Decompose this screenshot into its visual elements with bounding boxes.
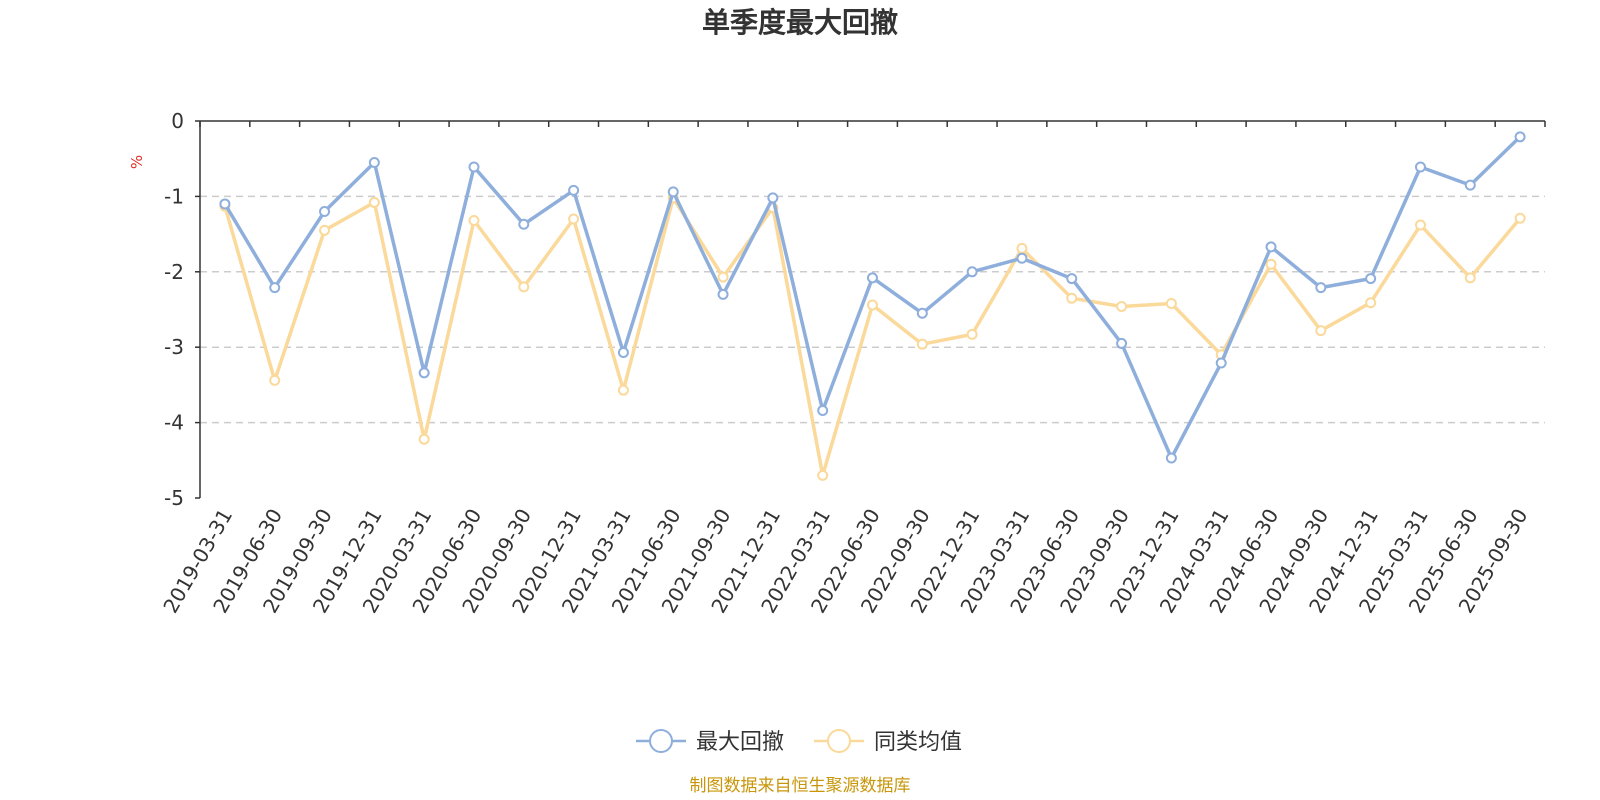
data-point[interactable]	[867, 272, 878, 284]
data-point[interactable]	[568, 184, 580, 196]
data-point[interactable]	[617, 346, 629, 358]
data-point[interactable]	[1315, 282, 1327, 294]
data-point[interactable]	[1016, 252, 1028, 264]
data-point[interactable]	[617, 384, 629, 396]
data-point[interactable]	[867, 299, 878, 311]
data-point[interactable]	[518, 281, 530, 293]
data-point[interactable]	[1514, 212, 1526, 224]
data-point[interactable]	[1464, 179, 1476, 191]
data-point[interactable]	[468, 215, 480, 227]
data-point[interactable]	[966, 328, 978, 340]
data-point[interactable]	[368, 196, 380, 208]
data-point[interactable]	[1514, 131, 1526, 143]
y-tick-label: -1	[164, 184, 184, 208]
chart-title: 单季度最大回撤	[702, 6, 898, 39]
data-point[interactable]	[518, 218, 530, 230]
data-point[interactable]	[916, 338, 928, 350]
y-tick-label: -3	[164, 335, 184, 359]
y-tick-label: -4	[164, 411, 184, 435]
data-point[interactable]	[269, 374, 281, 386]
data-point[interactable]	[966, 266, 978, 278]
data-point[interactable]	[667, 186, 679, 198]
data-point[interactable]	[916, 307, 928, 319]
data-point[interactable]	[1265, 241, 1277, 253]
y-unit-label: %	[128, 155, 146, 169]
y-tick-label: 0	[171, 109, 184, 133]
legend-label: 同类均值	[874, 730, 962, 755]
data-point[interactable]	[219, 198, 231, 210]
data-point[interactable]	[319, 205, 331, 217]
data-point[interactable]	[1116, 337, 1128, 349]
data-point[interactable]	[1066, 292, 1078, 304]
legend-marker	[649, 729, 673, 753]
y-tick-label: -5	[164, 486, 184, 510]
data-point[interactable]	[717, 271, 729, 283]
data-point[interactable]	[269, 282, 281, 294]
data-point[interactable]	[1365, 297, 1377, 309]
data-point[interactable]	[717, 288, 729, 300]
data-point[interactable]	[1016, 242, 1028, 254]
data-point[interactable]	[368, 156, 380, 168]
data-point[interactable]	[418, 367, 430, 379]
data-point[interactable]	[568, 213, 580, 225]
legend-item[interactable]: 最大回撤	[636, 729, 784, 755]
data-point[interactable]	[817, 469, 829, 481]
data-point[interactable]	[1215, 357, 1227, 369]
data-point[interactable]	[1116, 300, 1128, 312]
data-point[interactable]	[1315, 325, 1327, 337]
grid-lines	[200, 195, 1545, 424]
series-0	[219, 131, 1526, 464]
y-axis-ticks: 0 -1 -2 -3 -4 -5	[164, 109, 184, 510]
legend-marker	[827, 729, 851, 753]
data-source-note: 制图数据来自恒生聚源数据库	[690, 776, 911, 796]
data-point[interactable]	[1165, 452, 1177, 464]
axes	[195, 120, 1546, 499]
data-point[interactable]	[1414, 161, 1426, 173]
series-line	[223, 196, 1522, 478]
legend-label: 最大回撤	[696, 730, 784, 755]
data-point[interactable]	[767, 192, 779, 204]
data-point[interactable]	[1165, 297, 1177, 309]
data-point[interactable]	[1066, 273, 1078, 285]
x-axis-ticks: 2019-03-312019-06-302019-09-302019-12-31…	[158, 505, 1532, 618]
data-point[interactable]	[1414, 219, 1426, 231]
legend-item[interactable]: 同类均值	[814, 729, 962, 755]
data-point[interactable]	[468, 161, 480, 173]
data-point[interactable]	[1265, 258, 1277, 270]
data-point[interactable]	[418, 433, 430, 445]
data-point[interactable]	[319, 224, 331, 236]
legend[interactable]: 最大回撤 同类均值	[636, 729, 962, 755]
data-point[interactable]	[817, 405, 829, 417]
data-point[interactable]	[1365, 273, 1377, 285]
series-group	[219, 131, 1526, 481]
data-point[interactable]	[1464, 272, 1476, 284]
y-tick-label: -2	[164, 260, 184, 284]
